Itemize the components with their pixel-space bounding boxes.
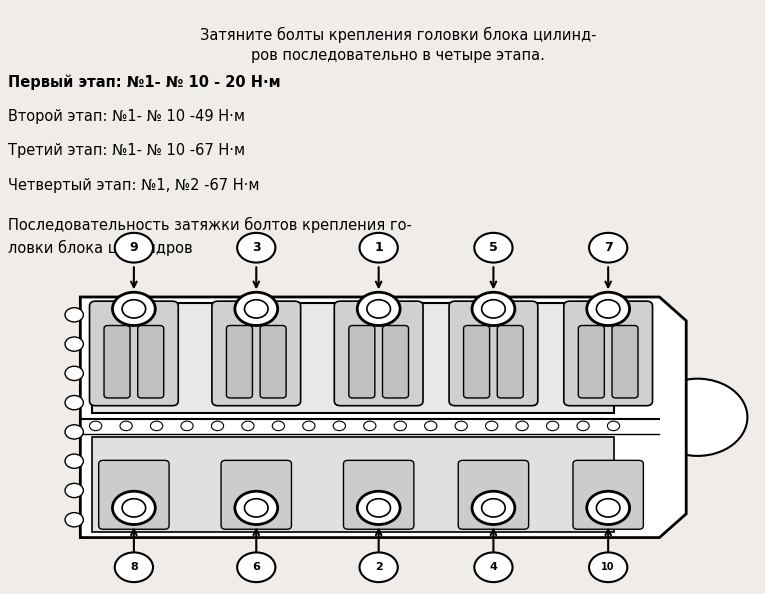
Text: 9: 9: [129, 241, 138, 254]
Circle shape: [367, 300, 390, 318]
Circle shape: [482, 499, 505, 517]
Text: 8: 8: [130, 563, 138, 572]
Circle shape: [237, 233, 275, 263]
FancyBboxPatch shape: [138, 326, 164, 398]
FancyBboxPatch shape: [226, 326, 252, 398]
FancyBboxPatch shape: [260, 326, 286, 398]
Text: 4: 4: [490, 563, 497, 572]
Text: Четвертый этап: №1, №2 -67 Н·м: Четвертый этап: №1, №2 -67 Н·м: [8, 178, 259, 192]
Text: 3: 3: [252, 241, 261, 254]
Bar: [92, 437, 614, 532]
Circle shape: [367, 499, 390, 517]
Circle shape: [115, 552, 153, 582]
Circle shape: [65, 484, 83, 498]
FancyBboxPatch shape: [564, 301, 653, 406]
Circle shape: [65, 366, 83, 381]
Circle shape: [272, 421, 285, 431]
FancyBboxPatch shape: [464, 326, 490, 398]
Circle shape: [357, 292, 400, 326]
Circle shape: [597, 300, 620, 318]
FancyBboxPatch shape: [212, 301, 301, 406]
Text: Второй этап: №1- № 10 -49 Н·м: Второй этап: №1- № 10 -49 Н·м: [8, 109, 245, 124]
Circle shape: [120, 421, 132, 431]
Circle shape: [482, 300, 505, 318]
Circle shape: [122, 499, 145, 517]
Circle shape: [237, 552, 275, 582]
Text: 1: 1: [374, 241, 383, 254]
FancyBboxPatch shape: [343, 460, 414, 529]
Circle shape: [112, 292, 155, 326]
Circle shape: [597, 499, 620, 517]
FancyBboxPatch shape: [334, 301, 423, 406]
Circle shape: [245, 499, 268, 517]
FancyBboxPatch shape: [578, 326, 604, 398]
Circle shape: [648, 379, 747, 456]
FancyBboxPatch shape: [99, 460, 169, 529]
Text: 6: 6: [252, 563, 260, 572]
Circle shape: [65, 337, 83, 351]
Circle shape: [90, 421, 102, 431]
Circle shape: [516, 421, 529, 431]
Circle shape: [360, 233, 398, 263]
Circle shape: [589, 552, 627, 582]
Circle shape: [546, 421, 558, 431]
Polygon shape: [80, 297, 686, 538]
FancyBboxPatch shape: [573, 460, 643, 529]
Circle shape: [394, 421, 406, 431]
Text: 2: 2: [375, 563, 382, 572]
Circle shape: [65, 513, 83, 527]
Text: 10: 10: [601, 563, 615, 572]
Circle shape: [360, 552, 398, 582]
Circle shape: [472, 491, 515, 525]
Circle shape: [65, 425, 83, 439]
Circle shape: [303, 421, 315, 431]
Text: 7: 7: [604, 241, 613, 254]
FancyBboxPatch shape: [104, 326, 130, 398]
FancyBboxPatch shape: [349, 326, 375, 398]
Circle shape: [65, 308, 83, 322]
Circle shape: [242, 421, 254, 431]
Circle shape: [486, 421, 498, 431]
Circle shape: [425, 421, 437, 431]
Circle shape: [65, 454, 83, 468]
Circle shape: [151, 421, 163, 431]
Circle shape: [65, 396, 83, 410]
Circle shape: [455, 421, 467, 431]
FancyBboxPatch shape: [382, 326, 409, 398]
Circle shape: [112, 491, 155, 525]
FancyBboxPatch shape: [221, 460, 291, 529]
Text: 5: 5: [489, 241, 498, 254]
FancyBboxPatch shape: [612, 326, 638, 398]
Circle shape: [211, 421, 223, 431]
Text: Последовательность затяжки болтов крепления го-
ловки блока цилиндров: Последовательность затяжки болтов крепле…: [8, 217, 412, 255]
Circle shape: [235, 491, 278, 525]
Circle shape: [122, 300, 145, 318]
Text: Первый этап: №1- № 10 - 20 Н·м: Первый этап: №1- № 10 - 20 Н·м: [8, 74, 280, 90]
Circle shape: [181, 421, 193, 431]
Bar: [92, 303, 614, 413]
Text: Третий этап: №1- № 10 -67 Н·м: Третий этап: №1- № 10 -67 Н·м: [8, 143, 245, 158]
Circle shape: [363, 421, 376, 431]
Circle shape: [607, 421, 620, 431]
Circle shape: [474, 552, 513, 582]
FancyBboxPatch shape: [497, 326, 523, 398]
Circle shape: [474, 233, 513, 263]
Circle shape: [587, 491, 630, 525]
Circle shape: [334, 421, 346, 431]
Circle shape: [357, 491, 400, 525]
FancyBboxPatch shape: [90, 301, 178, 406]
Circle shape: [587, 292, 630, 326]
Circle shape: [577, 421, 589, 431]
Circle shape: [245, 300, 268, 318]
FancyBboxPatch shape: [458, 460, 529, 529]
Text: Затяните болты крепления головки блока цилинд-
ров последовательно в четыре этап: Затяните болты крепления головки блока ц…: [200, 27, 596, 63]
Circle shape: [235, 292, 278, 326]
Circle shape: [589, 233, 627, 263]
Circle shape: [472, 292, 515, 326]
Circle shape: [115, 233, 153, 263]
FancyBboxPatch shape: [449, 301, 538, 406]
